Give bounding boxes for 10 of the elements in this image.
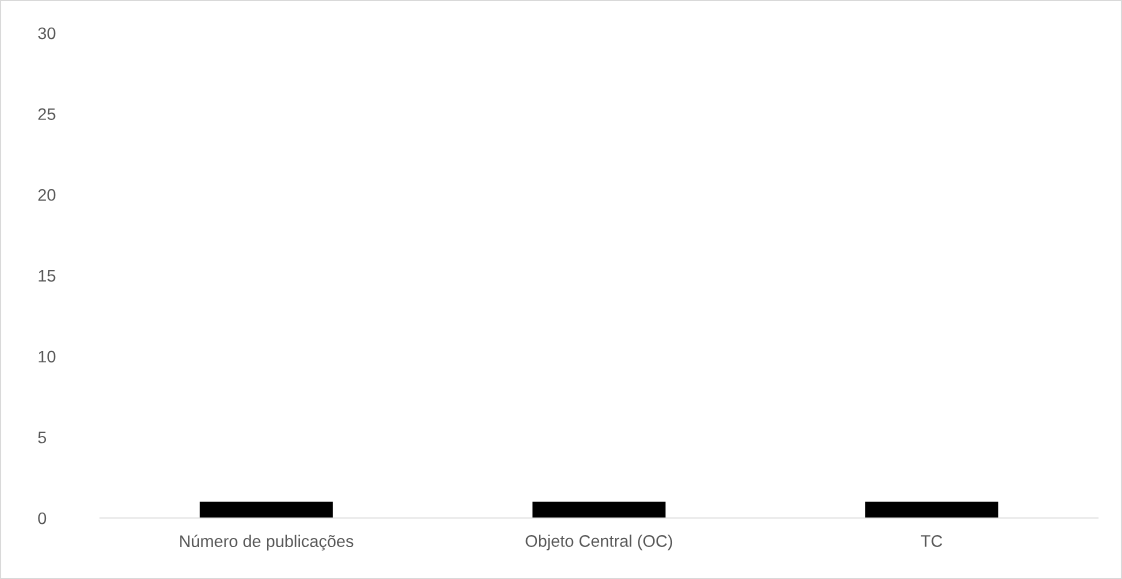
x-tick-label: TC [920,535,943,547]
y-tick-label: 5 [38,431,47,444]
y-tick-label: 15 [38,270,56,282]
x-tick-label: Objeto Central (OC) [525,534,673,551]
y-tick-label: 30 [38,27,56,40]
y-tick-label: 10 [38,350,56,363]
y-tick-label: 25 [38,108,56,121]
x-tick-label: Número de publicações [180,534,354,551]
y-tick-label: 20 [38,189,56,201]
y-tick-label: 0 [38,512,47,525]
